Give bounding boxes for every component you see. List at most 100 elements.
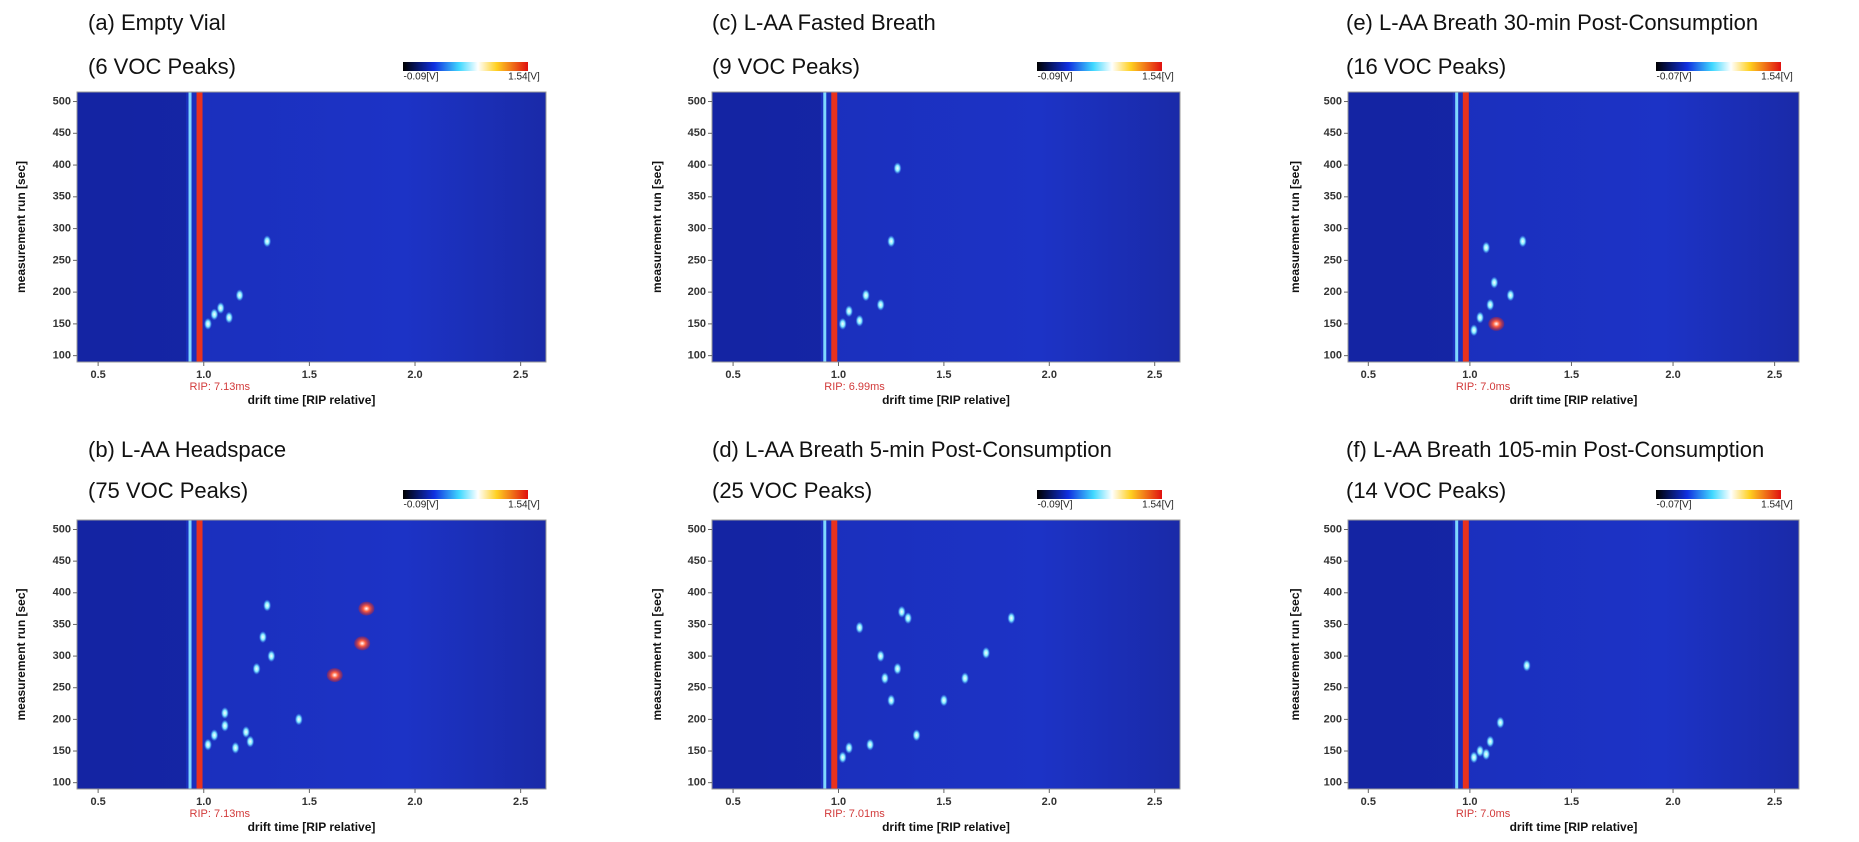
y-tick-label: 400 [53,159,71,171]
x-axis-label: drift time [RIP relative] [1510,820,1638,834]
colorbar-min-label: -0.07[V] [1656,72,1691,83]
colorbar [403,62,528,71]
peak [1476,311,1485,324]
peak [210,729,219,742]
y-tick-label: 350 [1324,191,1342,203]
x-axis-label: drift time [RIP relative] [248,820,376,834]
y-axis-label: measurement run [sec] [14,588,28,720]
y-tick-label: 100 [1324,777,1342,789]
x-tick-label: 0.5 [90,369,105,381]
peak [845,741,854,754]
peak [231,741,240,754]
x-tick-label: 2.5 [513,369,528,381]
y-tick-label: 450 [1324,555,1342,567]
y-tick-label: 400 [688,159,706,171]
peak [210,308,219,321]
y-tick-label: 500 [688,523,706,535]
peak [246,735,255,748]
colorbar-max-label: 1.54[V] [1142,72,1174,83]
y-axis-label: measurement run [sec] [1288,161,1302,293]
plot-frame [76,519,547,790]
y-tick-label: 450 [53,127,71,139]
y-tick-label: 150 [53,745,71,757]
panel-title: (b) L-AA Headspace [88,437,286,462]
peak [220,719,229,732]
colorbar-max-label: 1.54[V] [508,500,540,511]
y-tick-label: 200 [53,286,71,298]
x-tick-label: 1.0 [831,796,846,808]
y-tick-label: 150 [1324,745,1342,757]
x-tick-label: 1.5 [302,369,317,381]
panel-subtitle: (75 VOC Peaks) [88,478,248,503]
x-tick-label: 1.0 [196,369,211,381]
colorbar-min-label: -0.07[V] [1656,500,1691,511]
peak [1469,324,1478,337]
y-tick-label: 100 [688,350,706,362]
rip-annotation: RIP: 7.13ms [190,808,251,820]
rip-annotation: RIP: 7.0ms [1456,808,1511,820]
x-tick-label: 1.0 [1462,796,1477,808]
peak [912,729,921,742]
x-tick-label: 1.5 [1564,796,1579,808]
peak [1007,612,1016,625]
x-tick-label: 2.5 [1147,796,1162,808]
peak [267,650,276,663]
x-tick-label: 2.5 [513,796,528,808]
y-tick-label: 400 [1324,587,1342,599]
peak [1496,716,1505,729]
heatmap-dark-region [1348,520,1453,789]
strong-peak [354,636,371,651]
colorbar-max-label: 1.54[V] [1142,500,1174,511]
strong-peak [326,668,343,683]
x-tick-label: 2.5 [1767,369,1782,381]
peak [939,694,948,707]
y-tick-label: 450 [53,555,71,567]
peak [203,317,212,330]
x-tick-label: 2.0 [1042,369,1057,381]
x-tick-label: 2.0 [407,369,422,381]
peak [855,621,864,634]
y-tick-label: 500 [53,523,71,535]
y-tick-label: 150 [688,318,706,330]
panel-title: (f) L-AA Breath 105-min Post-Consumption [1346,437,1764,462]
peak [876,298,885,311]
peak [1490,276,1499,289]
y-tick-label: 350 [1324,618,1342,630]
y-tick-label: 450 [688,127,706,139]
peak [235,289,244,302]
y-tick-label: 150 [53,318,71,330]
peak [893,162,902,175]
peak [1469,751,1478,764]
y-tick-label: 250 [53,254,71,266]
colorbar-min-label: -0.09[V] [1037,500,1072,511]
y-tick-label: 250 [1324,254,1342,266]
y-tick-label: 300 [1324,650,1342,662]
colorbar [403,490,528,499]
strong-peak [1488,316,1505,331]
x-axis-label: drift time [RIP relative] [882,393,1010,407]
x-tick-label: 0.5 [725,369,740,381]
x-tick-label: 1.0 [1462,369,1477,381]
peak [203,738,212,751]
peak [861,289,870,302]
rip-annotation: RIP: 6.99ms [824,381,885,393]
x-axis-label: drift time [RIP relative] [248,393,376,407]
y-tick-label: 300 [53,222,71,234]
y-tick-label: 400 [1324,159,1342,171]
x-tick-label: 2.0 [1665,796,1680,808]
peak [1506,289,1515,302]
x-tick-label: 0.5 [1361,796,1376,808]
x-axis-label: drift time [RIP relative] [882,820,1010,834]
y-axis-label: measurement run [sec] [1288,588,1302,720]
heatmap-dark-region [77,92,187,362]
peak [1486,298,1495,311]
peak [294,713,303,726]
y-tick-label: 350 [53,618,71,630]
peak [258,631,267,644]
peak [1482,241,1491,254]
strong-peak [358,601,375,616]
y-tick-label: 500 [688,95,706,107]
y-tick-label: 350 [688,191,706,203]
y-tick-label: 450 [1324,127,1342,139]
